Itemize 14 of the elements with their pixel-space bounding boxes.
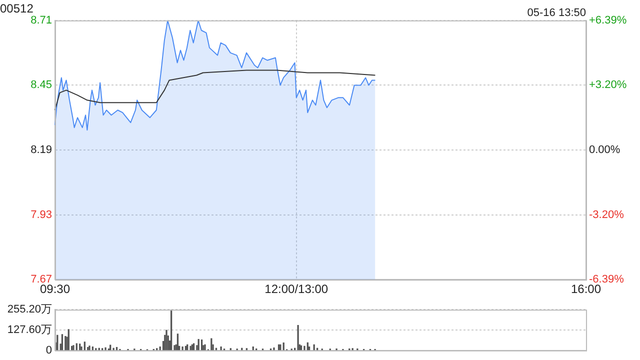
y-tick-label: 127.60万 xyxy=(7,324,52,336)
y-tick-label: 7.93 xyxy=(30,208,52,221)
y2-tick-label: 0.00% xyxy=(589,144,620,156)
chart-title: 00512 xyxy=(0,2,34,16)
y-tick-label: 8.19 xyxy=(30,144,52,156)
y-tick-label: 0 xyxy=(46,344,52,356)
y-tick-label: 8.45 xyxy=(30,79,52,92)
y-tick-label: 8.71 xyxy=(30,14,52,26)
y2-tick-label: +3.20% xyxy=(589,79,627,92)
x-tick-label: 12:00/13:00 xyxy=(264,282,328,296)
y2-tick-label: -3.20% xyxy=(589,208,624,221)
y2-tick-label: +6.39% xyxy=(589,14,627,26)
y-tick-label: 255.20万 xyxy=(7,304,52,316)
text: 05-16 13:50 xyxy=(527,6,586,19)
